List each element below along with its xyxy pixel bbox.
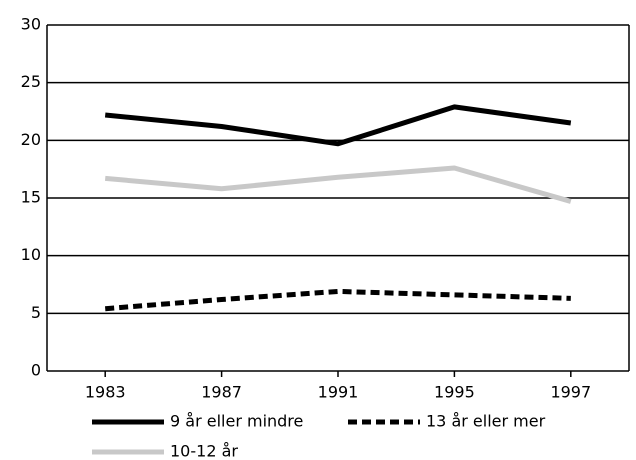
legend-label: 10-12 år bbox=[170, 442, 238, 460]
x-tick-label: 1983 bbox=[85, 383, 126, 402]
y-tick-label: 20 bbox=[21, 130, 41, 149]
y-tick-label: 5 bbox=[31, 303, 41, 322]
series-line bbox=[105, 288, 571, 312]
legend-label: 9 år eller mindre bbox=[170, 412, 303, 431]
legend-label: 13 år eller mer bbox=[426, 412, 546, 431]
y-tick-label: 0 bbox=[31, 361, 41, 380]
x-tick-label: 1987 bbox=[201, 383, 242, 402]
y-tick-label: 30 bbox=[21, 15, 41, 34]
y-tick-label: 25 bbox=[21, 72, 41, 91]
x-tick-label: 1995 bbox=[434, 383, 475, 402]
y-tick-label: 10 bbox=[21, 245, 41, 264]
series-line bbox=[104, 104, 572, 147]
x-tick-label: 1991 bbox=[318, 383, 359, 402]
x-tick-label: 1997 bbox=[550, 383, 591, 402]
y-tick-label: 15 bbox=[21, 188, 41, 207]
series-line bbox=[104, 165, 572, 204]
